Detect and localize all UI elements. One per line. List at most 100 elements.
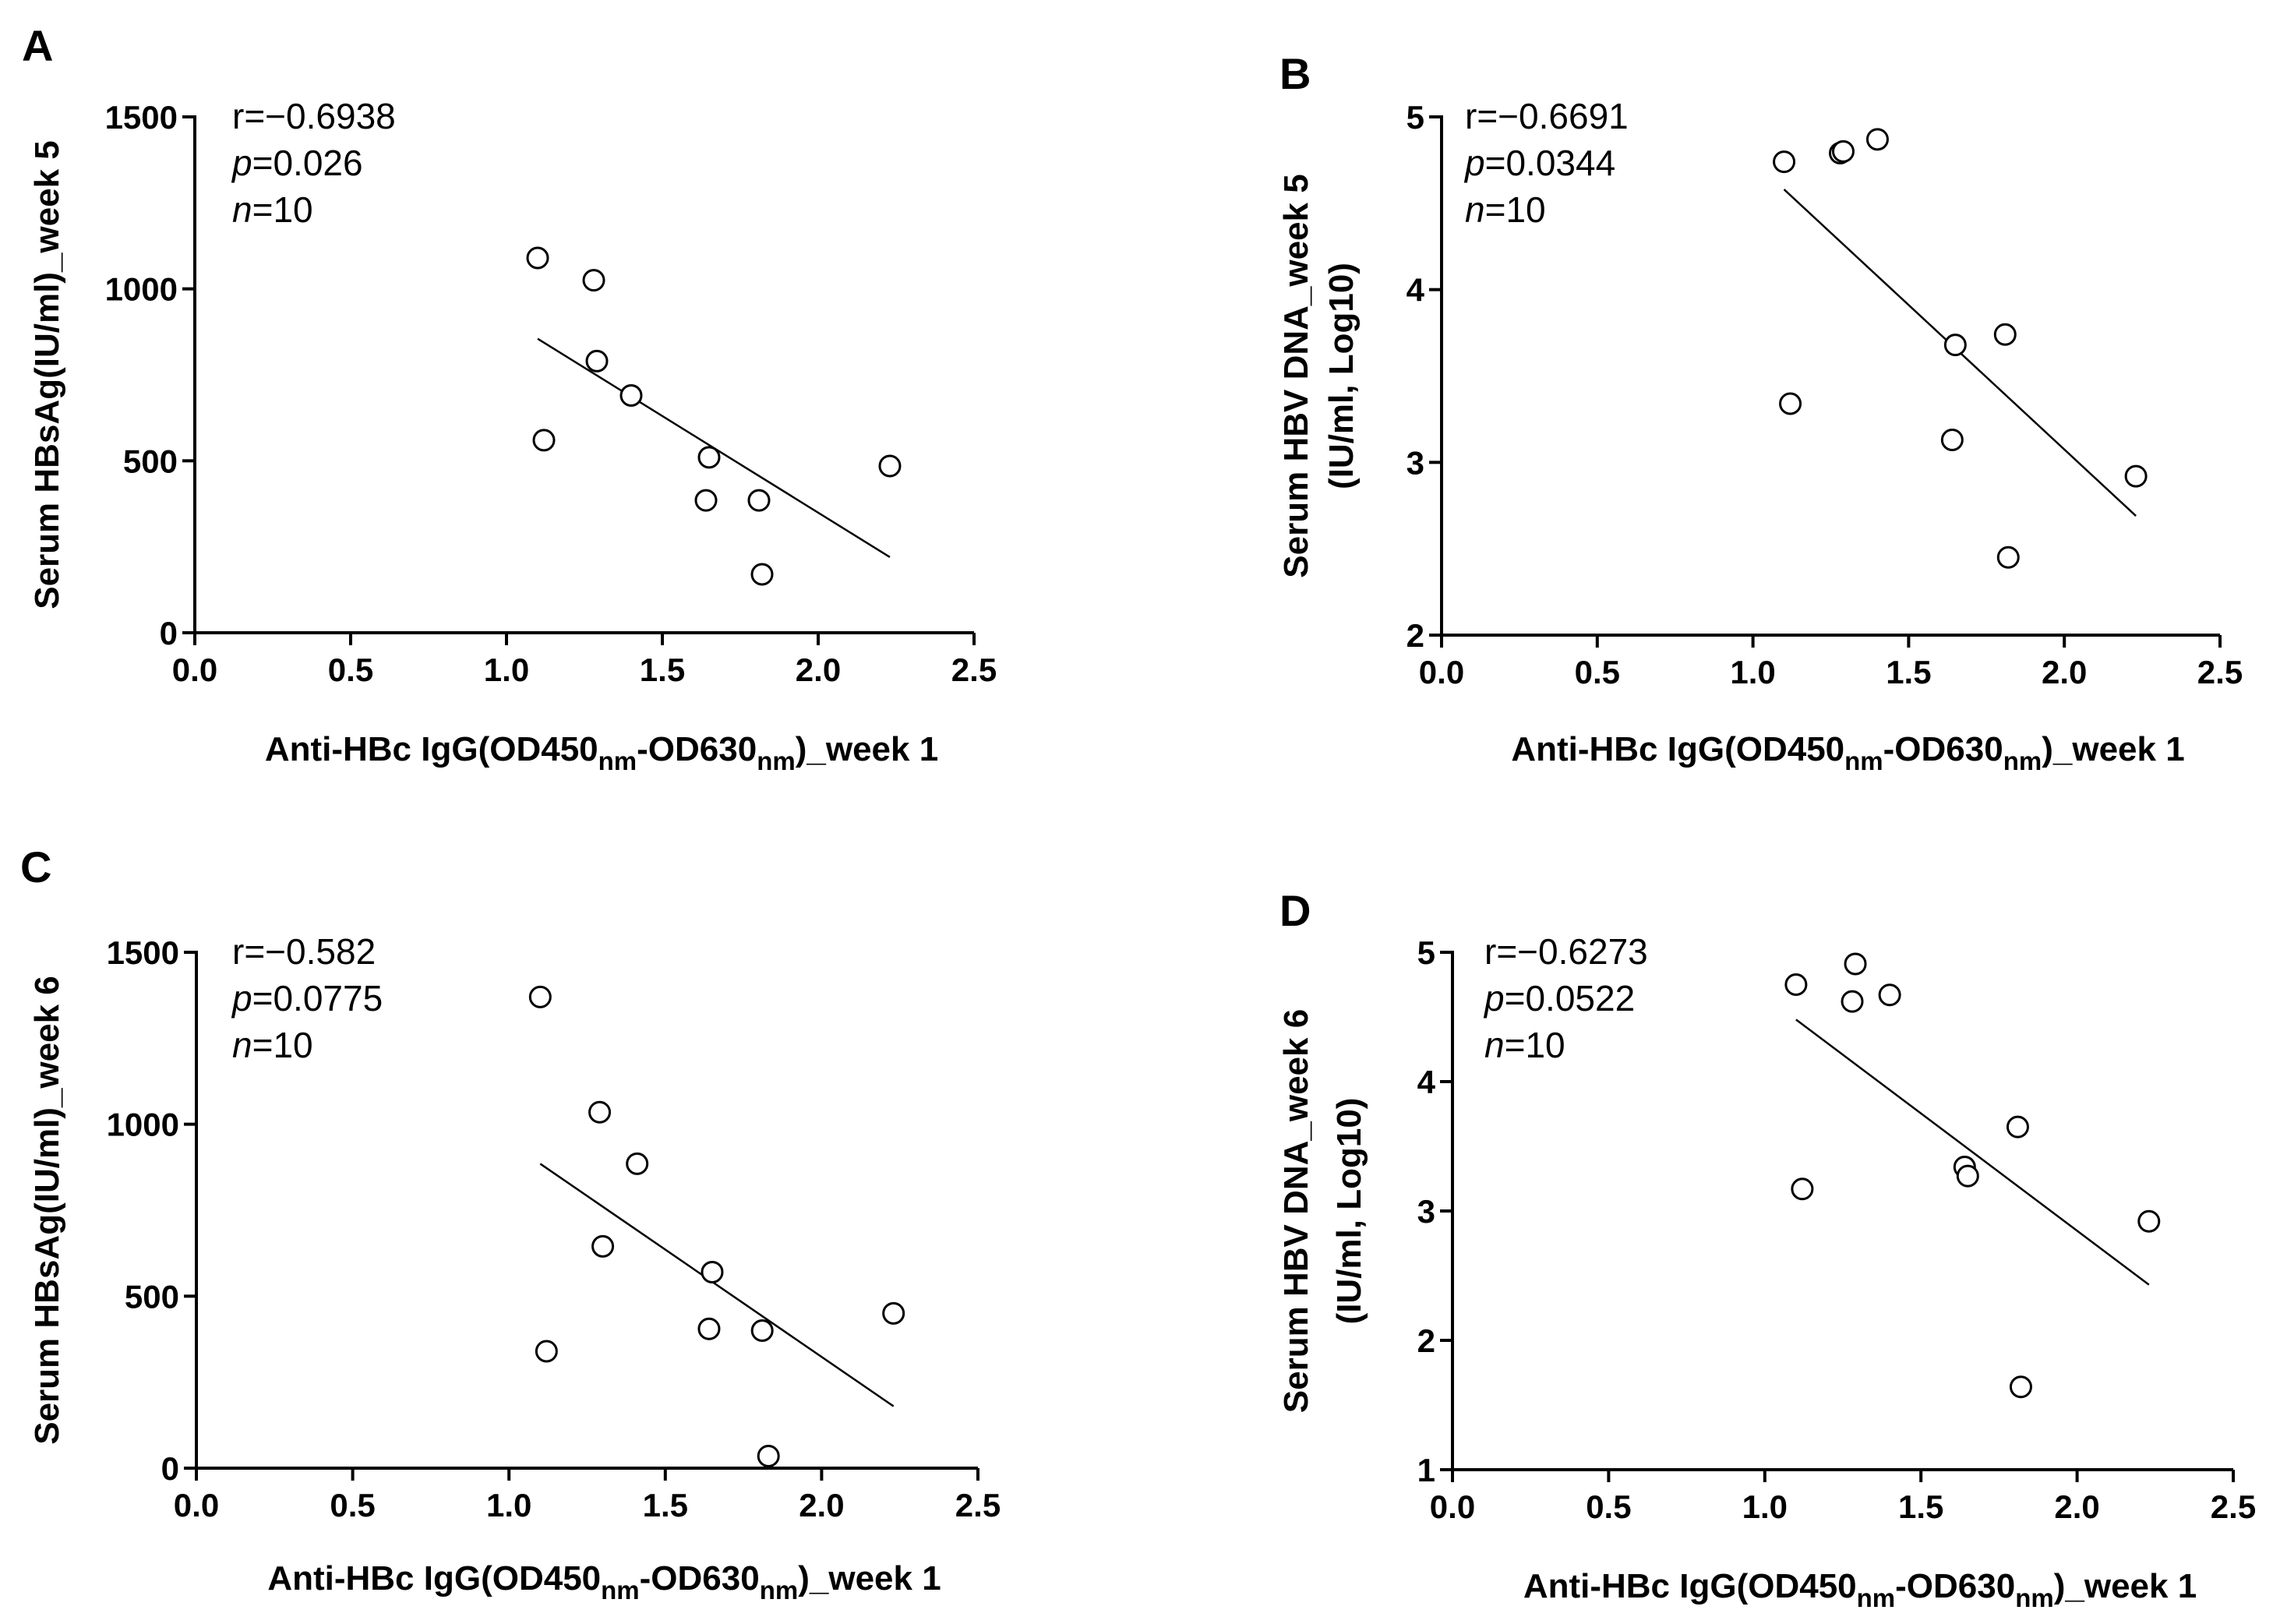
stat-r: r=−0.582	[232, 931, 376, 972]
x-tick-label: 0.5	[328, 651, 373, 688]
stat-n-value: =10	[1485, 189, 1546, 230]
panel-letter: B	[1279, 49, 1311, 98]
data-point	[747, 489, 771, 512]
x-axis-title-mid: -OD630	[1883, 730, 2003, 768]
x-axis-title-post: )_week 1	[798, 1559, 941, 1598]
y-tick-label: 2	[1407, 617, 1424, 654]
data-point	[878, 454, 902, 478]
data-point	[1865, 128, 1889, 151]
x-axis-title-sub2: nm	[2015, 1583, 2054, 1612]
y-tick-label: 0	[160, 615, 178, 651]
data-point	[626, 1152, 649, 1175]
y-axis-title: Serum HBsAg(IU/ml)_week 6	[28, 976, 66, 1445]
x-axis-title-mid: -OD630	[637, 730, 757, 768]
y-tick-label: 1000	[107, 1107, 179, 1143]
x-tick-label: 1.5	[1898, 1488, 1943, 1525]
data-point	[591, 1234, 615, 1258]
data-point	[532, 429, 556, 452]
regression-line	[539, 1163, 895, 1407]
data-point	[2137, 1209, 2161, 1233]
data-point	[588, 1100, 612, 1124]
x-axis-title-post: )_week 1	[2054, 1567, 2197, 1605]
stat-p-value: =0.026	[252, 143, 363, 183]
y-axis-title: Serum HBsAg(IU/ml)_week 5	[28, 140, 66, 609]
y-tick-label: 1	[1417, 1452, 1435, 1488]
y-tick-label: 3	[1407, 444, 1424, 481]
x-axis-title-mid: -OD630	[640, 1559, 760, 1598]
x-axis-title-sub1: nm	[1844, 747, 1883, 775]
x-tick-label: 1.0	[486, 1487, 531, 1523]
panel-letter: C	[20, 842, 51, 891]
data-point	[757, 1445, 780, 1468]
data-point	[1779, 392, 1802, 415]
x-tick-label: 0.0	[1419, 654, 1464, 690]
stat-r: r=−0.6273	[1484, 931, 1648, 972]
data-point	[697, 446, 721, 469]
x-tick-label: 1.0	[1742, 1488, 1788, 1525]
y-axis-title: Serum HBV DNA_week 6	[1277, 1009, 1315, 1413]
data-point	[2009, 1375, 2032, 1399]
y-tick-label: 4	[1407, 272, 1425, 309]
stat-p-label: p	[231, 978, 252, 1019]
x-axis-title-sub1: nm	[601, 1576, 640, 1605]
y-tick-label: 500	[125, 1278, 179, 1315]
data-point	[694, 489, 718, 512]
data-point	[1841, 990, 1864, 1013]
x-axis-title-pre: Anti-HBc IgG(OD450	[1523, 1567, 1857, 1605]
x-axis-title-pre: Anti-HBc IgG(OD450	[265, 730, 598, 768]
x-tick-label: 2.0	[2054, 1488, 2099, 1525]
x-axis-title: Anti-HBc IgG(OD450nm-OD630nm)_week 1	[265, 730, 938, 775]
x-axis-title-sub1: nm	[598, 747, 637, 775]
stat-p: p=0.0775	[231, 978, 383, 1019]
stat-p-value: =0.0522	[1505, 978, 1636, 1019]
stat-n: n=10	[232, 1025, 313, 1065]
data-point	[1784, 973, 1808, 996]
x-axis-title-sub2: nm	[757, 747, 796, 775]
stat-p-label: p	[1483, 978, 1505, 1019]
y-axis-title-units: (IU/ml, Log10)	[1330, 1098, 1368, 1325]
stat-n-value: =10	[252, 1025, 313, 1065]
stat-p: p=0.026	[231, 143, 363, 183]
data-point	[1940, 429, 1964, 452]
y-tick-label: 3	[1417, 1193, 1435, 1230]
data-point	[1844, 952, 1867, 976]
data-point	[535, 1340, 558, 1363]
y-tick-label: 0	[161, 1450, 179, 1487]
data-point	[526, 246, 549, 270]
x-axis-title: Anti-HBc IgG(OD450nm-OD630nm)_week 1	[1523, 1567, 2197, 1612]
stat-p-value: =0.0344	[1485, 143, 1616, 183]
data-point	[1773, 150, 1796, 174]
x-tick-label: 1.5	[1886, 654, 1931, 690]
x-tick-label: 1.5	[643, 1487, 688, 1523]
x-axis-title: Anti-HBc IgG(OD450nm-OD630nm)_week 1	[267, 1559, 941, 1605]
x-tick-label: 1.0	[1730, 654, 1775, 690]
x-tick-label: 0.5	[330, 1487, 375, 1523]
data-point	[701, 1260, 724, 1283]
data-point	[1943, 334, 1967, 357]
data-point	[528, 985, 552, 1008]
x-tick-label: 0.0	[172, 651, 217, 688]
panel-a: A 0.0 0.5 1.0 1.5 2.0 2.5 0 500 1000 1500 Serum HBs…	[22, 21, 997, 775]
x-tick-label: 0.5	[1575, 654, 1620, 690]
x-axis-title-sub2: nm	[760, 1576, 799, 1605]
stat-n: n=10	[1484, 1025, 1565, 1065]
data-point	[582, 269, 605, 292]
stat-n-value: =10	[1505, 1025, 1565, 1065]
data-point	[2006, 1115, 2029, 1139]
data-point	[882, 1301, 905, 1325]
x-tick-label: 1.0	[484, 651, 529, 688]
y-tick-label: 5	[1417, 934, 1435, 971]
data-point	[697, 1317, 721, 1340]
stat-r: r=−0.6691	[1465, 96, 1629, 136]
data-point	[1956, 1164, 1979, 1188]
data-point	[1878, 983, 1901, 1007]
stat-p-label: p	[231, 143, 252, 183]
x-tick-label: 2.5	[951, 651, 997, 688]
stat-p-label: p	[1463, 143, 1485, 183]
stat-n-label: n	[232, 189, 252, 230]
stat-n-label: n	[1465, 189, 1485, 230]
x-axis-title-mid: -OD630	[1895, 1567, 2015, 1605]
y-tick-label: 4	[1417, 1064, 1436, 1100]
y-tick-label: 1000	[105, 271, 178, 308]
